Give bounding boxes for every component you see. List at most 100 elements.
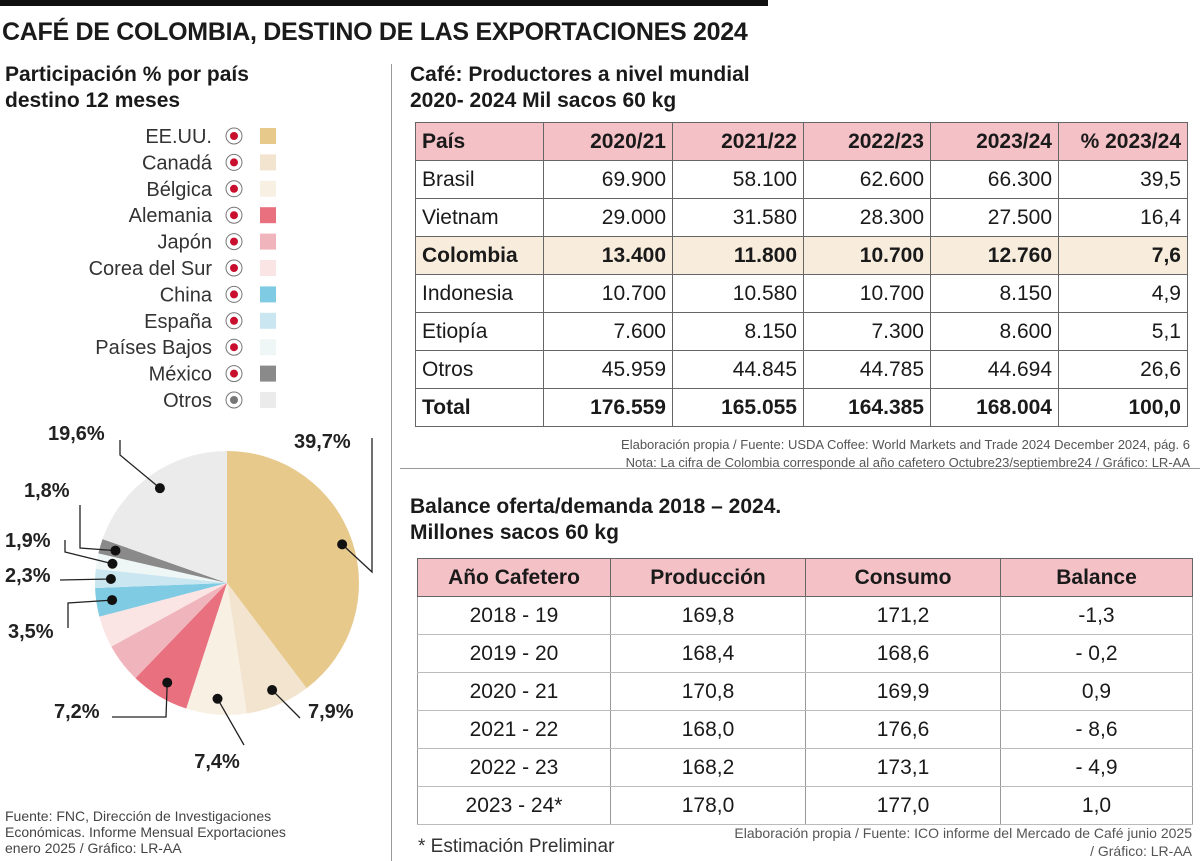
title-line: Café: Productores a nivel mundial: [410, 63, 750, 86]
table-cell: 8.600: [930, 312, 1059, 351]
source-line: Económicas. Informe Mensual Exportacione…: [5, 824, 286, 840]
table-cell: 8.150: [672, 312, 804, 351]
table-cell: 10.700: [543, 274, 673, 313]
header-cell: Balance: [1000, 558, 1193, 597]
legend-swatch: [260, 392, 276, 408]
table-cell: 29.000: [543, 198, 673, 237]
header-cell: Producción: [610, 558, 806, 597]
source-line: Elaboración propia / Fuente: ICO informe…: [734, 825, 1192, 841]
table-cell: 2023 - 24*: [417, 786, 611, 825]
table-cell: 44.694: [930, 350, 1059, 389]
leader-dot: [107, 558, 118, 569]
pie-source: Fuente: FNC, Dirección de Investigacione…: [5, 808, 286, 856]
pie-slice: [111, 583, 227, 679]
table-cell: 16,4: [1058, 198, 1188, 237]
leader-line: [64, 540, 113, 565]
title-line: Balance oferta/demanda 2018 – 2024.: [410, 495, 782, 518]
leader-dot: [267, 685, 278, 696]
header-cell: 2021/22: [672, 122, 804, 161]
source-line: / Gráfico: LR-AA: [1090, 843, 1192, 859]
table-cell: 100,0: [1058, 388, 1188, 427]
table-cell: 176,6: [805, 710, 1001, 749]
table-cell: Brasil: [415, 160, 544, 199]
pie-slice: [102, 451, 227, 583]
table-cell: 171,2: [805, 596, 1001, 635]
table-cell: 28.300: [803, 198, 931, 237]
main-title: CAFÉ DE COLOMBIA, DESTINO DE LAS EXPORTA…: [2, 18, 748, 46]
table-row: 2023 - 24* 178,0 177,0 1,0: [417, 786, 1193, 825]
pie-slice: [98, 539, 227, 583]
flag-icon: [230, 369, 238, 378]
data-label: 1,8%: [24, 480, 70, 502]
table-cell: -1,3: [1000, 596, 1193, 635]
table-cell: 2018 - 19: [417, 596, 611, 635]
data-label: 7,2%: [54, 701, 100, 723]
pie-chart: EE.UU. Canadá Bélgica Alemania Japón Corea de…: [5, 126, 373, 773]
table-cell: 12.760: [930, 236, 1059, 275]
balance-table: Año Cafetero Producción Consumo Balance 2018…: [417, 558, 1193, 825]
leader-dot: [110, 545, 121, 556]
flag-icon: [230, 264, 238, 272]
flag-icon: [230, 316, 238, 325]
table-cell: 13.400: [543, 236, 673, 275]
production-title: Café: Productores a nivel mundial 2020- …: [410, 62, 750, 114]
legend-label: Japón: [158, 232, 213, 254]
legend-label: Países Bajos: [95, 337, 212, 359]
table-cell: 10.700: [803, 274, 931, 313]
top-bar: [0, 0, 768, 6]
legend-label: China: [160, 284, 213, 306]
table-cell: 27.500: [930, 198, 1059, 237]
table-cell: 2021 - 22: [417, 710, 611, 749]
table-cell: 26,6: [1058, 350, 1188, 389]
header-row: Año Cafetero Producción Consumo Balance: [417, 558, 1193, 597]
source-line: Fuente: FNC, Dirección de Investigacione…: [5, 808, 272, 824]
table-cell: 168,2: [610, 748, 806, 787]
legend-swatch: [260, 180, 276, 197]
pie-slice: [95, 583, 228, 617]
table-cell: 177,0: [805, 786, 1001, 825]
divider: [391, 64, 392, 861]
leader-dot: [105, 573, 116, 584]
table-cell: 168,0: [610, 710, 806, 749]
legend-swatch: [260, 207, 276, 224]
data-label: 7,4%: [194, 751, 240, 773]
pie-title-line: Participación % por país: [5, 63, 249, 86]
table-cell: 10.700: [803, 236, 931, 275]
table-cell: 1,0: [1000, 786, 1193, 825]
legend-label: EE.UU.: [145, 126, 212, 148]
table-cell: 7,6: [1058, 236, 1188, 275]
production-table: País 2020/21 2021/22 2022/23 2023/24% 2023/2…: [415, 122, 1188, 427]
table-cell: 165.055: [672, 388, 804, 427]
note-line: Elaboración propia / Fuente: USDA Coffee…: [621, 437, 1190, 452]
data-label: 39,7%: [294, 431, 351, 453]
table-cell: Total: [415, 388, 544, 427]
table-row: Otros 45.959 44.845 44.785 44.694 26,6: [415, 350, 1188, 389]
data-label: 19,6%: [48, 423, 105, 445]
flag-icon: [230, 290, 238, 299]
table-row: Etiopía 7.600 8.150 7.300 8.600 5,1: [415, 312, 1188, 351]
table-cell: 5,1: [1058, 312, 1188, 351]
table-cell: 69.900: [543, 160, 673, 199]
leader-line: [341, 438, 373, 574]
pie-slice: [186, 583, 247, 715]
table-cell: 173,1: [805, 748, 1001, 787]
table-cell: 44.845: [672, 350, 804, 389]
table-row: 2021 - 22 168,0 176,6- 8,6: [417, 710, 1193, 749]
table-row: Vietnam 29.000 31.580 28.300 27.500 16,4: [415, 198, 1188, 237]
legend-swatch: [260, 339, 276, 356]
footnote: * Estimación Preliminar: [418, 836, 615, 857]
legend-swatch: [260, 233, 276, 250]
balance-title: Balance oferta/demanda 2018 – 2024. Mill…: [410, 494, 781, 546]
flag-icon: [230, 132, 238, 140]
leader-line: [112, 682, 168, 718]
leader-dot: [212, 693, 223, 704]
table-cell: 0,9: [1000, 672, 1193, 711]
legend-label: Corea del Sur: [89, 258, 213, 280]
leader-line: [271, 689, 301, 719]
table-cell: - 0,2: [1000, 634, 1193, 673]
legend-swatch: [260, 286, 276, 303]
table-cell: 45.959: [543, 350, 673, 389]
table-cell: 169,9: [805, 672, 1001, 711]
leader-line: [216, 698, 245, 746]
